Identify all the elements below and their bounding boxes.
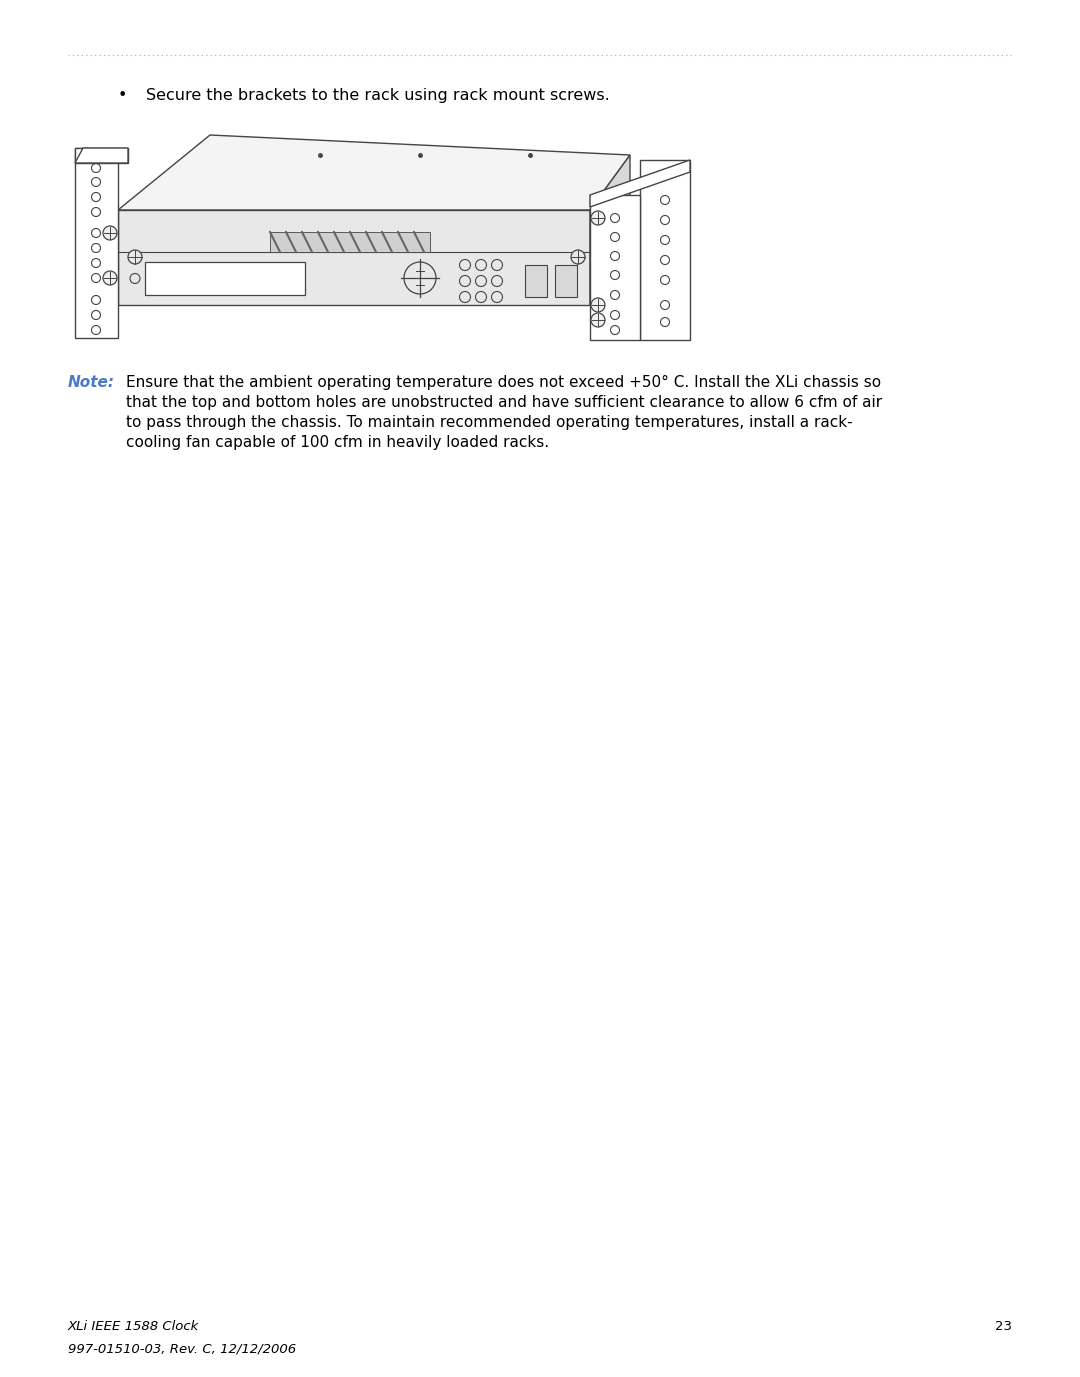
- Circle shape: [591, 297, 605, 313]
- Polygon shape: [145, 262, 305, 295]
- Text: 23: 23: [995, 1321, 1012, 1333]
- Polygon shape: [640, 160, 690, 340]
- Text: •: •: [118, 88, 127, 103]
- Polygon shape: [590, 156, 630, 304]
- Polygon shape: [118, 135, 630, 211]
- Polygon shape: [555, 264, 577, 297]
- Polygon shape: [75, 147, 129, 162]
- Circle shape: [129, 251, 141, 264]
- Circle shape: [571, 251, 585, 264]
- Text: cooling fan capable of 100 cfm in heavily loaded racks.: cooling fan capable of 100 cfm in heavil…: [126, 435, 549, 450]
- Polygon shape: [590, 196, 640, 340]
- Polygon shape: [118, 211, 590, 304]
- Circle shape: [591, 211, 605, 224]
- Polygon shape: [525, 264, 546, 297]
- Polygon shape: [270, 231, 430, 252]
- Text: 997-01510-03, Rev. C, 12/12/2006: 997-01510-03, Rev. C, 12/12/2006: [68, 1343, 296, 1355]
- Polygon shape: [75, 147, 129, 162]
- Text: to pass through the chassis. To maintain recommended operating temperatures, ins: to pass through the chassis. To maintain…: [126, 414, 852, 430]
- Polygon shape: [590, 160, 690, 207]
- Text: that the top and bottom holes are unobstructed and have sufficient clearance to : that the top and bottom holes are unobst…: [126, 395, 882, 410]
- Circle shape: [103, 271, 117, 285]
- Text: XLi IEEE 1588 Clock: XLi IEEE 1588 Clock: [68, 1321, 199, 1333]
- Polygon shape: [75, 147, 118, 337]
- Text: Secure the brackets to the rack using rack mount screws.: Secure the brackets to the rack using ra…: [146, 88, 610, 103]
- Text: Note:: Note:: [68, 375, 114, 390]
- Circle shape: [103, 226, 117, 240]
- Circle shape: [591, 313, 605, 326]
- Text: Ensure that the ambient operating temperature does not exceed +50° C. Install th: Ensure that the ambient operating temper…: [126, 375, 881, 390]
